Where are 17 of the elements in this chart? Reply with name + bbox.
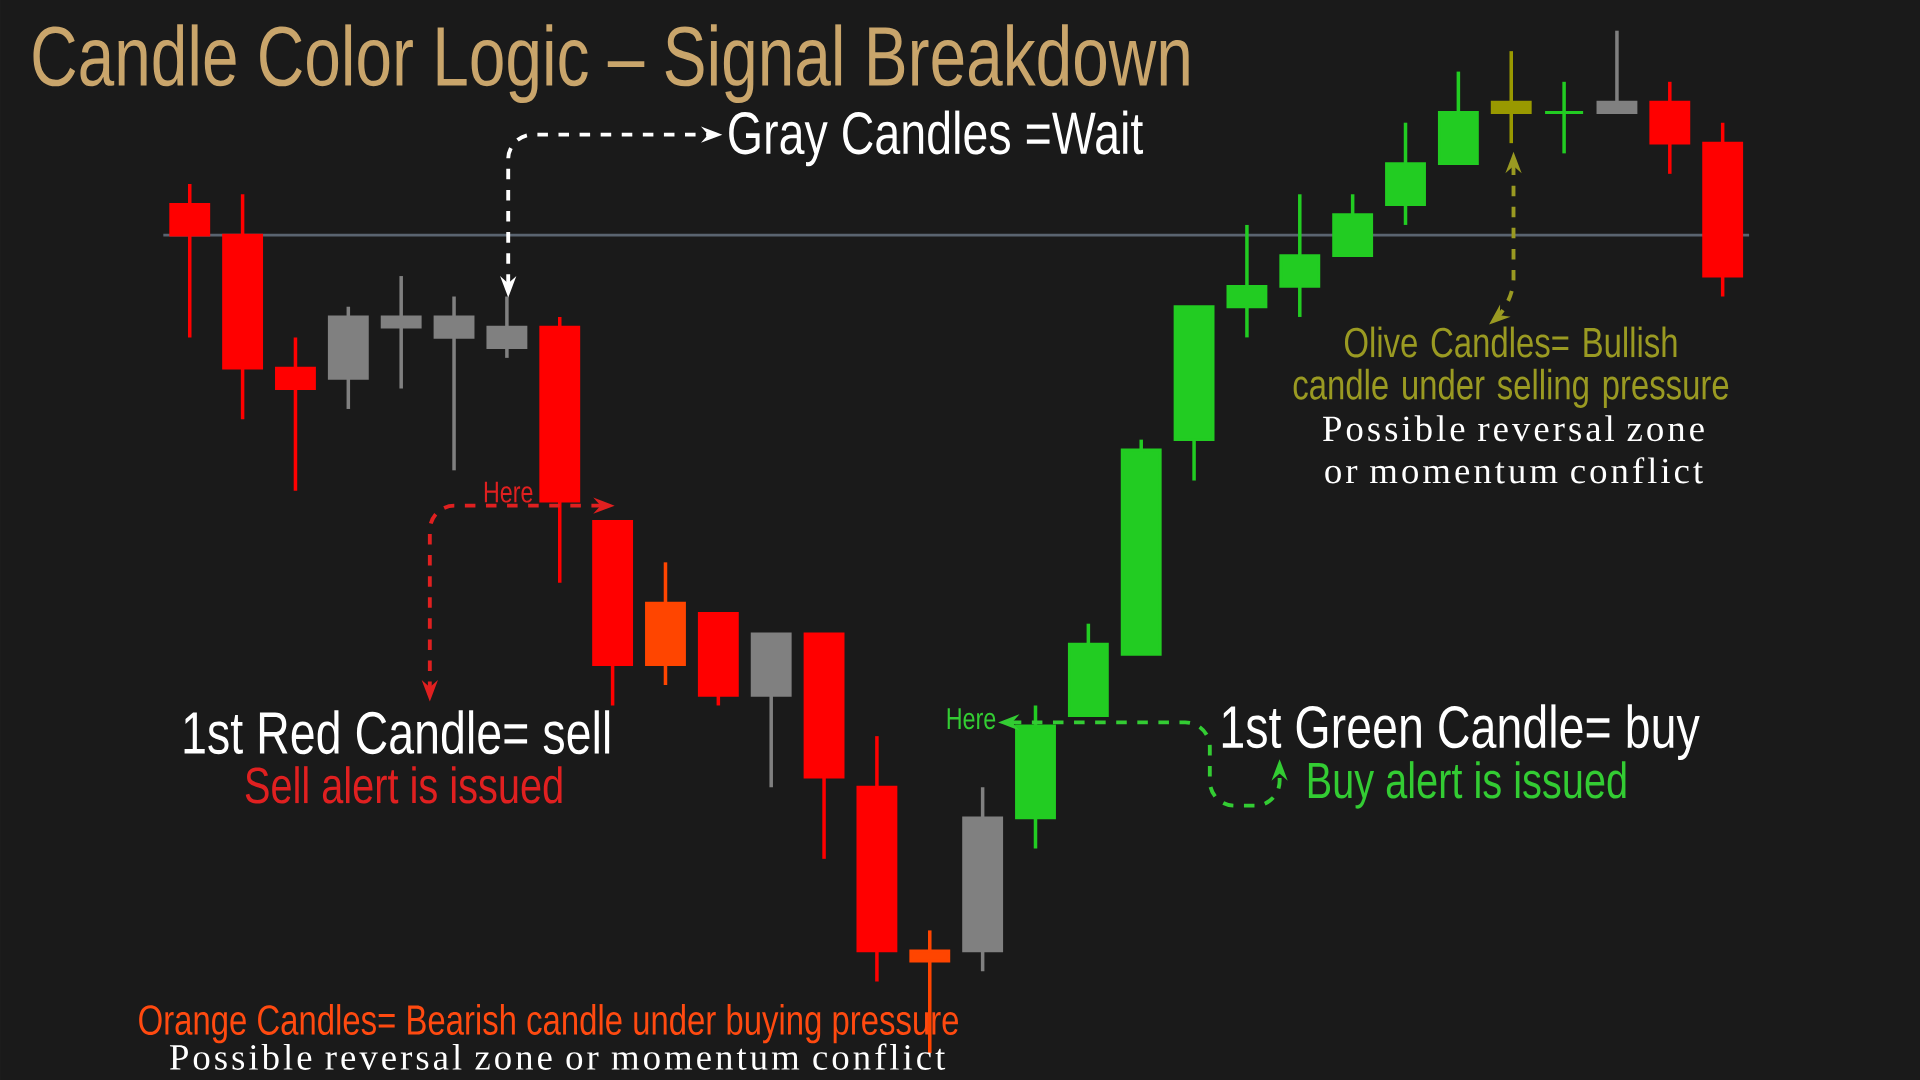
annotation: Here — [947, 708, 996, 730]
annotation: Gray Candles =Wait — [729, 110, 1144, 167]
candlestick — [1596, 30, 1638, 114]
annotation: Possible reversal zone or momentum conflict — [169, 1043, 946, 1070]
candlestick — [1490, 51, 1532, 144]
candlestick — [275, 337, 316, 491]
annotation: 1st Green Candle= buy — [1222, 704, 1700, 761]
candlestick — [433, 296, 475, 471]
chart-title: Candle Color Logic – Signal Breakdown — [33, 24, 1189, 104]
annotation: Possible reversal zone or momentum conflict — [1323, 415, 1704, 484]
annotation: Buy alert is issued — [1308, 761, 1626, 809]
annotation: Here — [484, 481, 533, 503]
annotation: Sell alert is issued — [245, 766, 562, 804]
annotation: 1st Red Candle= sell — [184, 710, 610, 755]
annotation: Olive Candles= Bullish candle under selling pressure — [1293, 326, 1729, 409]
candlestick — [1543, 81, 1585, 154]
candlestick — [380, 276, 422, 389]
